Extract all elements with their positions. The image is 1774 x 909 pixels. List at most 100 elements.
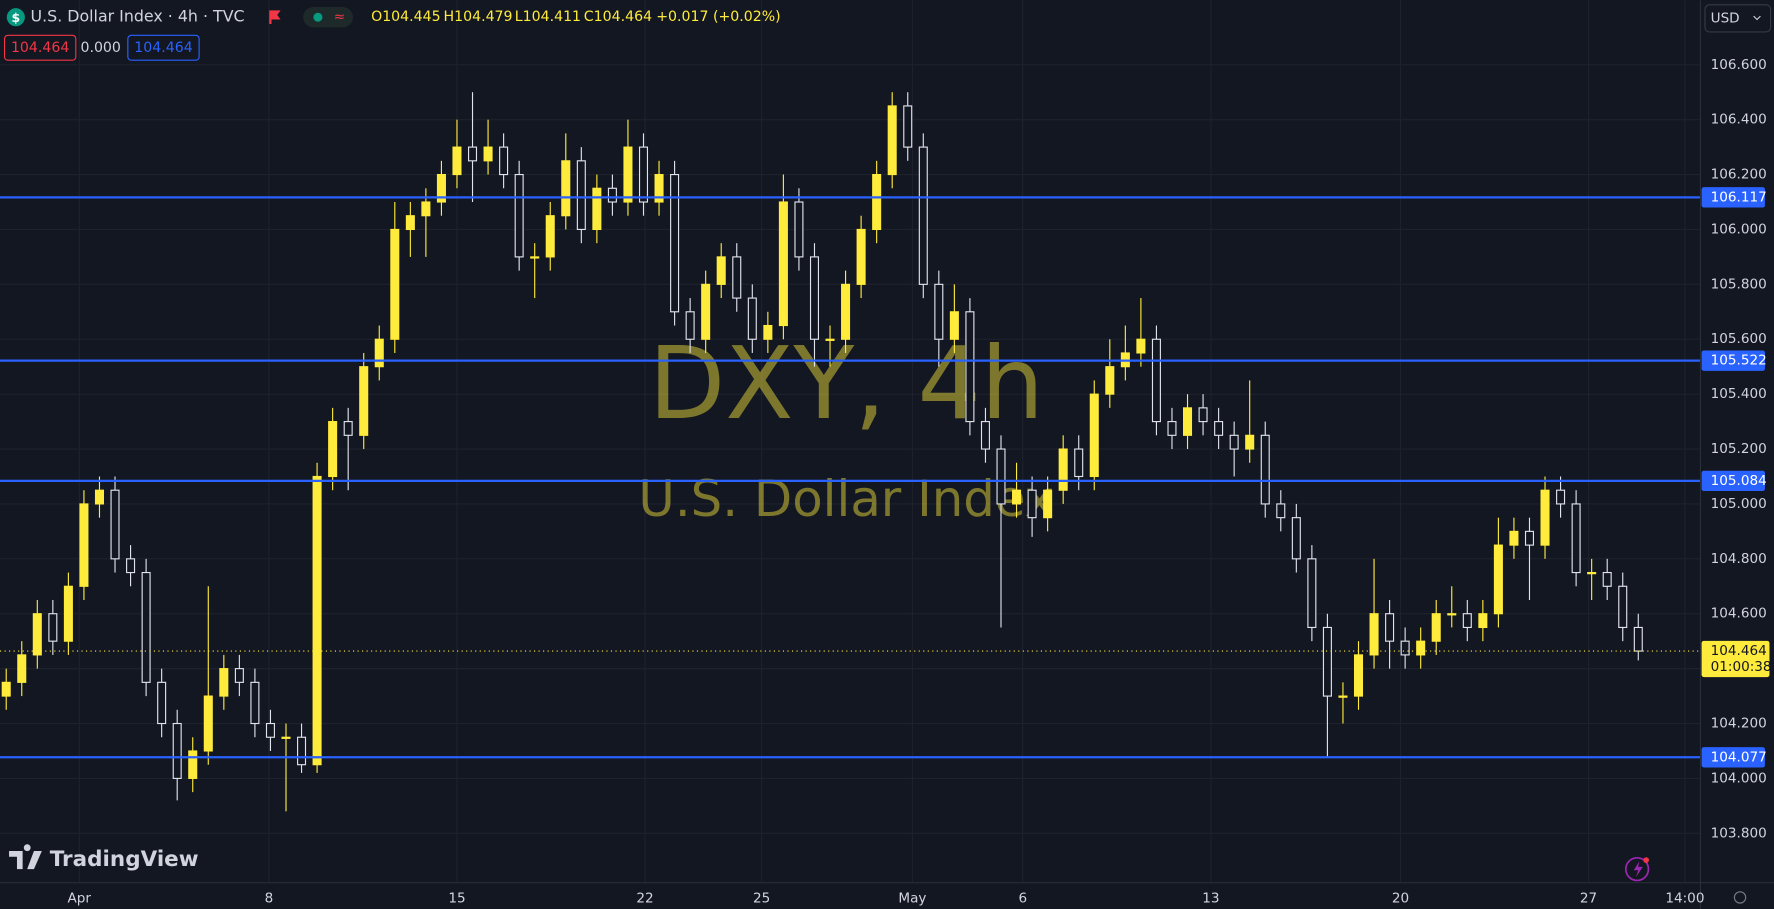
candle-body (1416, 640, 1426, 656)
currency-button[interactable] (1704, 4, 1772, 33)
candle-body (716, 256, 726, 285)
ohlc-open: O104.445 (371, 9, 441, 25)
symbol-title[interactable]: U.S. Dollar Index · 4h · TVC (31, 7, 245, 26)
y-tick-label: 105.800 (1711, 276, 1767, 292)
candle-body (374, 338, 384, 368)
candle-body (219, 668, 229, 697)
candle-body (1089, 393, 1099, 478)
buy-box[interactable] (127, 34, 200, 61)
price-axis: 106.600 106.400 106.200 106.000 105.800 105.6… (68, 57, 1772, 907)
candle-body (265, 722, 275, 738)
candle-body (1385, 613, 1395, 642)
sell-box[interactable] (3, 34, 77, 61)
candle-body (250, 681, 260, 725)
candle-body (234, 668, 244, 683)
candle-body (638, 146, 649, 203)
x-tick-label: May (898, 891, 926, 907)
level-label: 105.522 (1711, 353, 1767, 369)
candle-body (903, 105, 913, 148)
candle-body (732, 256, 742, 299)
candle-body (1151, 338, 1161, 423)
candle-body (1182, 407, 1193, 436)
candle-body (1571, 503, 1581, 574)
candle-body (94, 489, 105, 505)
candle-body (32, 613, 42, 656)
flag-icon[interactable] (269, 10, 281, 25)
x-tick-label: 22 (636, 891, 653, 907)
symbol-icon-glyph: $ (12, 10, 21, 25)
candle-body (1214, 421, 1224, 436)
x-tick-label: 15 (448, 891, 465, 907)
candle-body (328, 421, 338, 478)
candle-body (763, 324, 773, 340)
candle-body (747, 297, 757, 340)
candle-body (1540, 489, 1550, 546)
candle-body (872, 173, 882, 231)
brand-name[interactable]: TradingView (50, 847, 199, 872)
countdown: 01:00:38 (1711, 659, 1772, 675)
candle-body (1058, 448, 1068, 491)
candle-body (607, 187, 617, 203)
candle-body (1556, 489, 1566, 505)
watermark-symbol: DXY, 4h (649, 327, 1044, 442)
x-tick-label: Apr (68, 891, 92, 907)
x-tick-label: 14:00 (1665, 891, 1704, 907)
alert-bolt (1633, 861, 1643, 878)
x-tick-label: 27 (1580, 891, 1597, 907)
candle-body (1353, 654, 1364, 697)
status-pill[interactable] (303, 7, 353, 28)
candle-body (467, 146, 478, 162)
candle-body (126, 558, 136, 574)
candle-body (1587, 571, 1597, 575)
candle-body (809, 256, 820, 340)
x-tick-label: 13 (1202, 891, 1219, 907)
candle-body (157, 681, 167, 725)
x-tick-label: 20 (1392, 891, 1409, 907)
x-tick-label: 6 (1018, 891, 1027, 907)
candle-body (1447, 613, 1457, 616)
candle-body (1074, 448, 1084, 478)
candle-body (48, 613, 58, 642)
candle-body (514, 173, 524, 258)
candle-body (405, 215, 415, 231)
y-tick-label: 106.600 (1711, 57, 1767, 73)
candle-body (1307, 558, 1317, 629)
candle-body (825, 338, 835, 341)
candle-body (436, 173, 446, 203)
candle-body (297, 736, 307, 766)
candle-body (623, 146, 633, 203)
y-tick-label: 104.600 (1711, 606, 1767, 622)
candle-body (980, 421, 990, 450)
candle-body (934, 283, 944, 340)
candle-body (1322, 626, 1332, 697)
candle-body (561, 160, 571, 217)
level-label-box (1701, 470, 1765, 492)
candle-body (1509, 530, 1519, 546)
candle-body (685, 311, 695, 340)
candle-body (343, 421, 353, 436)
candle-body (1167, 421, 1177, 436)
candle-body (1229, 434, 1239, 450)
candle-body (1431, 613, 1441, 642)
level-label: 106.117 (1711, 189, 1767, 205)
level-label-box (1701, 350, 1765, 371)
candle-body (965, 311, 975, 423)
settings-icon[interactable] (1733, 891, 1747, 904)
candle-body (1462, 613, 1472, 629)
candle-body (1478, 613, 1488, 629)
candle-body (670, 173, 680, 313)
candle-body (918, 146, 928, 285)
plot (0, 92, 1701, 812)
candle-body (1338, 695, 1348, 698)
candle-body (794, 201, 804, 258)
y-tick-label: 105.400 (1711, 386, 1767, 402)
candle-body (1245, 434, 1255, 450)
candle-body (359, 366, 369, 436)
y-tick-label: 106.400 (1711, 112, 1767, 128)
candle-body (312, 475, 322, 766)
alert-icon[interactable] (1624, 856, 1650, 882)
sell-price: 104.464 (11, 40, 69, 56)
candle-body (421, 201, 431, 217)
